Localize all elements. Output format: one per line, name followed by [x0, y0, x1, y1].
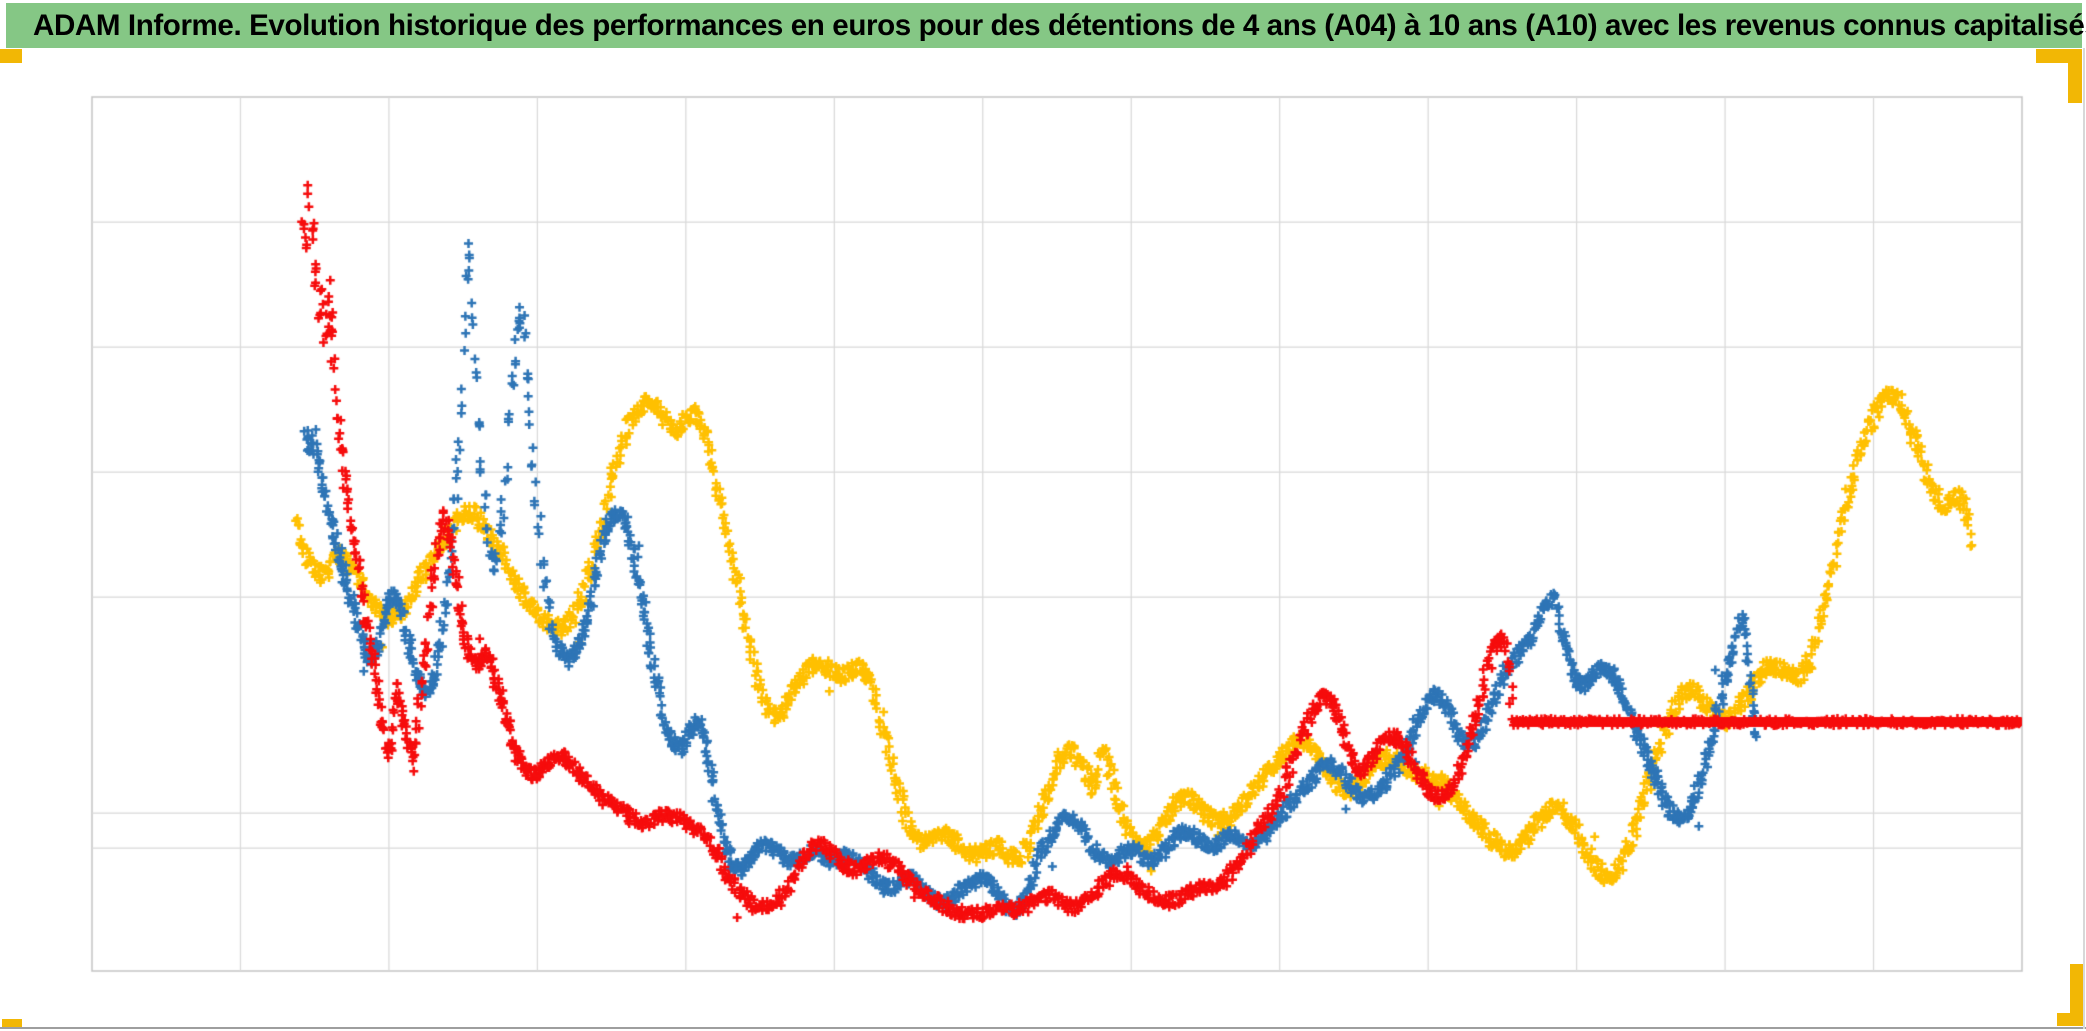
bottom-rule	[0, 1027, 2086, 1029]
right-rule	[2083, 48, 2085, 1029]
